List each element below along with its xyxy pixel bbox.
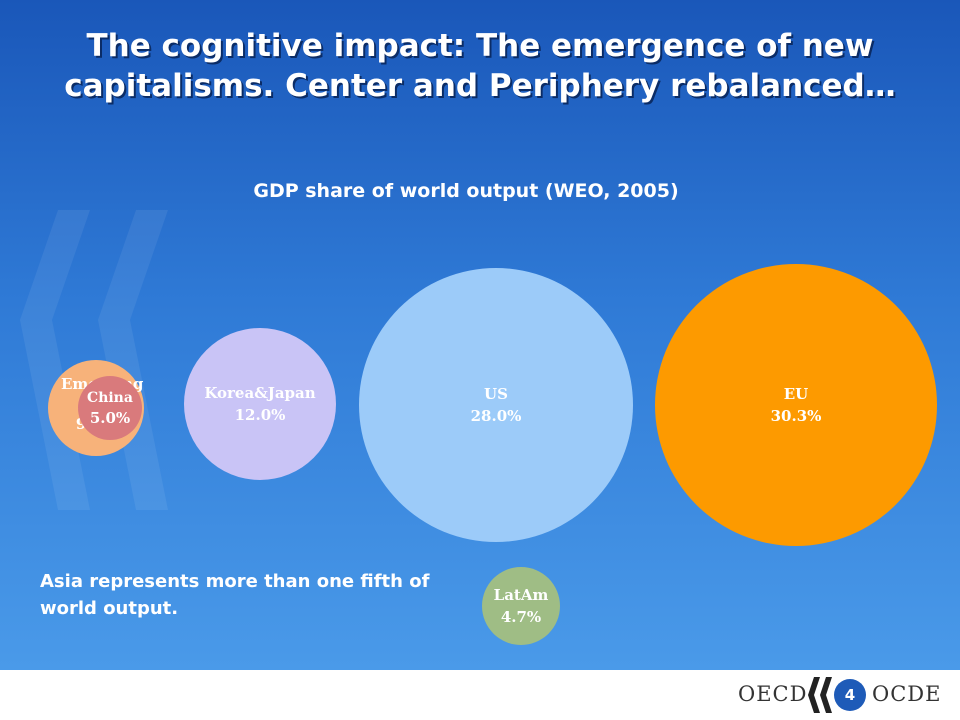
slide-title-line-1: The cognitive impact: The emergence of n… xyxy=(86,28,874,64)
page-number-badge: 4 xyxy=(834,679,866,711)
bubble-us-value: 28.0% xyxy=(470,407,522,425)
bubble-korea-japan-label: Korea&Japan xyxy=(204,384,316,402)
asia-note: Asia represents more than one fifth of w… xyxy=(40,571,430,619)
bubble-korea-japan: Korea&Japan 12.0% xyxy=(184,328,336,480)
slide-title: The cognitive impact: The emergence of n… xyxy=(0,26,960,106)
bubble-china-value: 5.0% xyxy=(89,409,131,427)
chart-subtitle: GDP share of world output (WEO, 2005) xyxy=(253,180,679,202)
slide-title-line-2: capitalisms. Center and Periphery rebala… xyxy=(64,68,896,104)
ocde-logo-text: OCDE xyxy=(872,682,942,706)
bubble-china-label: China xyxy=(87,390,133,406)
bubble-us: US 28.0% xyxy=(359,268,633,542)
footer-bar xyxy=(0,670,960,720)
bubble-eu-label: EU xyxy=(783,385,809,403)
bubble-us-label: US xyxy=(484,385,508,403)
bubble-china: China 5.0% xyxy=(78,376,142,440)
bubble-eu-value: 30.3% xyxy=(770,407,822,425)
bubble-latam: LatAm 4.7% xyxy=(482,567,560,645)
bubble-latam-label: LatAm xyxy=(493,586,549,604)
slide-background: The cognitive impact: The emergence of n… xyxy=(0,0,960,670)
bubble-latam-value: 4.7% xyxy=(500,608,542,626)
oecd-logo-text: OECD xyxy=(738,682,808,706)
oecd-chevron-logo-icon xyxy=(808,677,832,713)
bubble-eu: EU 30.3% xyxy=(655,264,937,546)
bubble-korea-japan-value: 12.0% xyxy=(234,406,286,424)
